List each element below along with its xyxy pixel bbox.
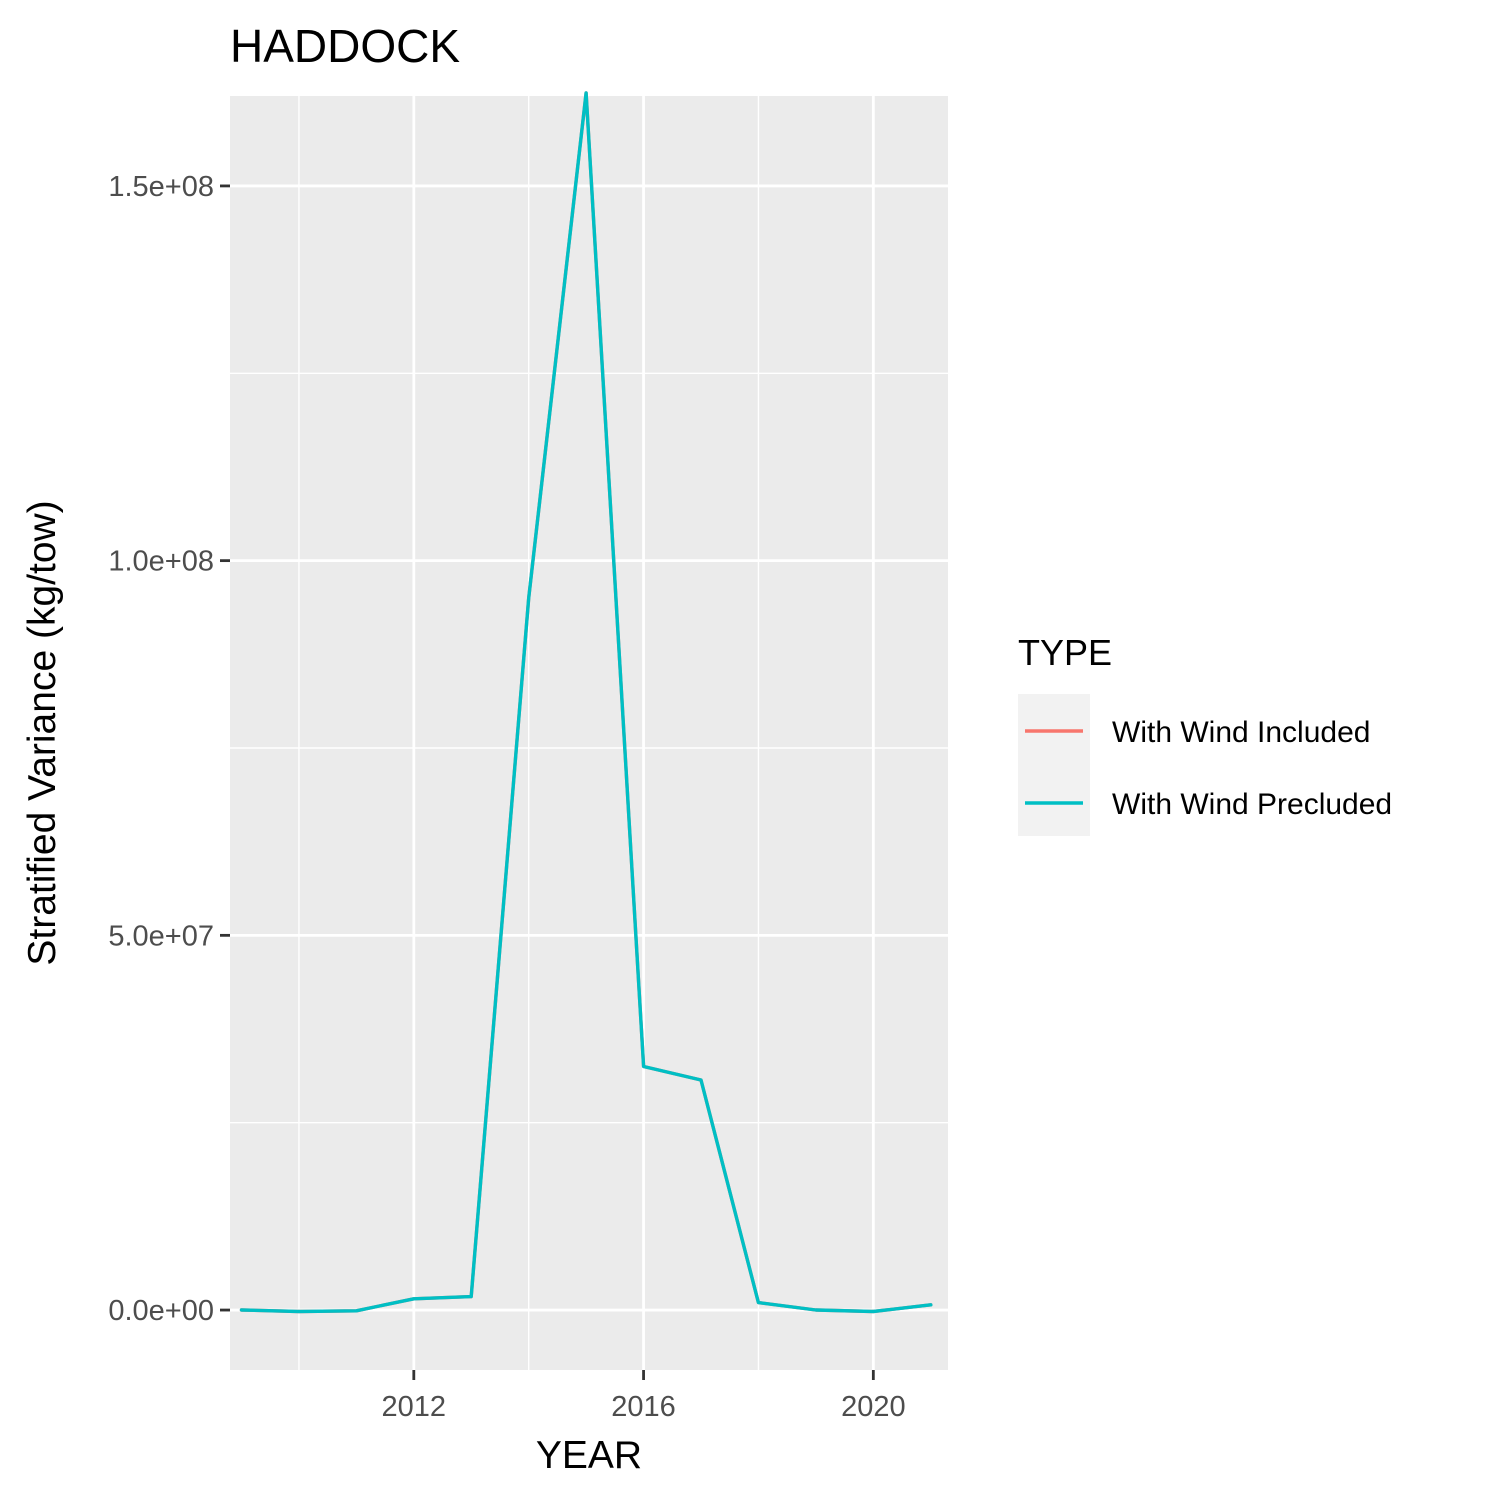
series-line-2 <box>239 91 933 1314</box>
legend-label: With Wind Precluded <box>1112 788 1392 821</box>
minor-gridlines <box>230 96 948 1370</box>
x-tick-label: 2016 <box>611 1391 676 1423</box>
y-axis: 0.0e+00 5.0e+07 1.0e+08 1.5e+08 <box>108 171 230 1327</box>
legend-key-background <box>1018 694 1090 836</box>
y-tick-label: 1.5e+08 <box>108 171 214 203</box>
x-axis: 2012 2016 2020 <box>382 1370 906 1423</box>
legend-label: With Wind Included <box>1112 716 1370 749</box>
y-tick-label: 5.0e+07 <box>108 920 214 952</box>
x-tick-label: 2020 <box>841 1391 906 1423</box>
legend-title: TYPE <box>1018 632 1112 673</box>
y-axis-title: Stratified Variance (kg/tow) <box>21 500 64 965</box>
plot-panel <box>230 96 948 1370</box>
y-tick-label: 0.0e+00 <box>108 1295 214 1327</box>
chart-title: HADDOCK <box>230 20 460 72</box>
x-tick-label: 2012 <box>382 1391 447 1423</box>
series-lines <box>239 91 933 1314</box>
legend: TYPE With Wind Included With Wind Preclud… <box>1018 632 1392 836</box>
y-tick-label: 1.0e+08 <box>108 546 214 578</box>
x-axis-title: YEAR <box>536 1434 642 1477</box>
